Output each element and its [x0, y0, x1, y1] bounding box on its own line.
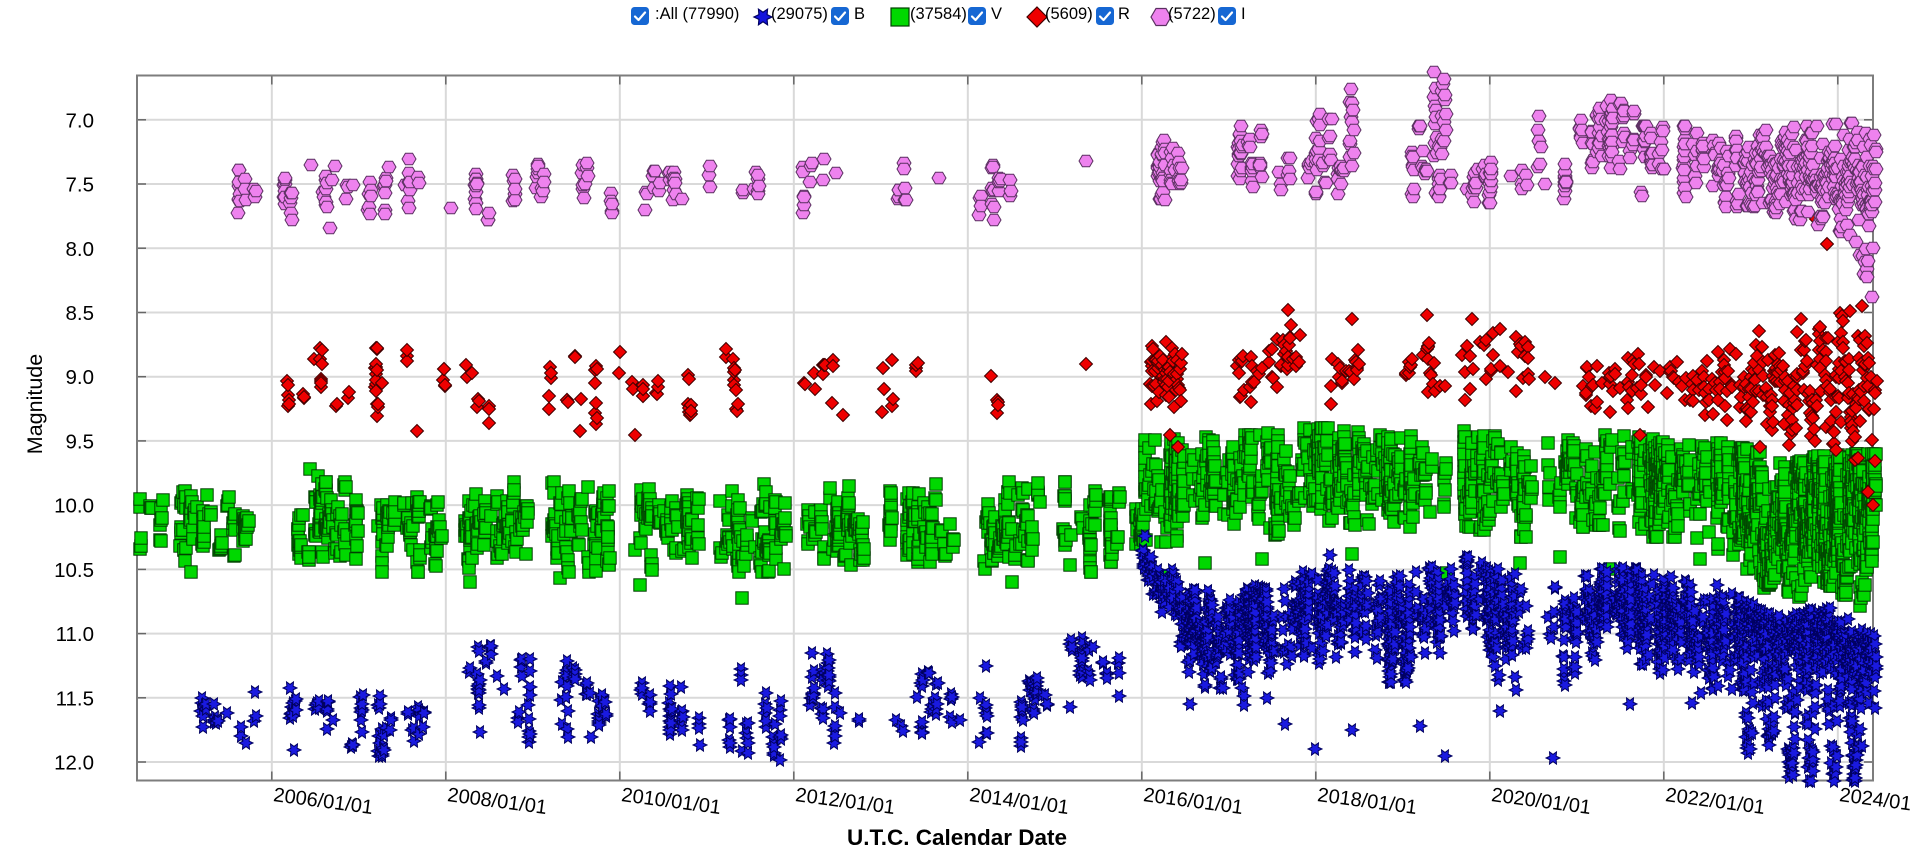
svg-text:7.0: 7.0 [66, 109, 95, 132]
svg-text:2018/01/01: 2018/01/01 [1316, 784, 1418, 819]
svg-text:8.0: 8.0 [66, 238, 95, 261]
svg-text:Magnitude: Magnitude [23, 354, 47, 454]
svg-text:10.5: 10.5 [54, 559, 94, 582]
svg-text:12.0: 12.0 [54, 752, 94, 775]
svg-text:2016/01/01: 2016/01/01 [1142, 784, 1244, 819]
svg-text:2010/01/01: 2010/01/01 [620, 784, 722, 819]
svg-text:2022/01/01: 2022/01/01 [1664, 784, 1766, 819]
svg-text:10.0: 10.0 [54, 495, 94, 518]
svg-text:2024/01/01: 2024/01/01 [1838, 784, 1910, 819]
svg-text:2008/01/01: 2008/01/01 [446, 784, 548, 819]
svg-text:8.5: 8.5 [66, 302, 95, 325]
svg-text:2012/01/01: 2012/01/01 [794, 784, 896, 819]
svg-text:9.5: 9.5 [66, 430, 95, 453]
svg-text:2014/01/01: 2014/01/01 [968, 784, 1070, 819]
svg-text:2020/01/01: 2020/01/01 [1490, 784, 1592, 819]
svg-text:7.5: 7.5 [66, 174, 95, 197]
svg-text:11.0: 11.0 [56, 623, 94, 646]
svg-text:U.T.C. Calendar Date: U.T.C. Calendar Date [847, 825, 1067, 850]
svg-text:2006/01/01: 2006/01/01 [272, 784, 374, 819]
svg-text:11.5: 11.5 [56, 687, 94, 710]
svg-text:9.0: 9.0 [66, 366, 95, 389]
